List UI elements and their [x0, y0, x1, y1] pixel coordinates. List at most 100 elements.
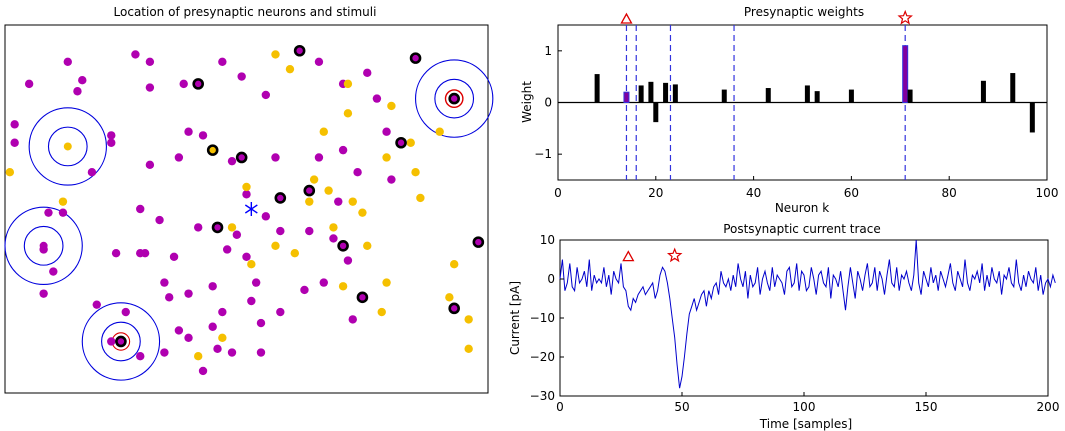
scatter-title: Location of presynaptic neurons and stim…: [114, 5, 377, 19]
star-marker: [666, 247, 683, 263]
stimulus-ring: [81, 302, 161, 381]
magenta-neuron-point: [256, 348, 266, 357]
magenta-neuron-point: [160, 348, 169, 357]
scatter-marks: [4, 44, 494, 381]
x-tick-label: 100: [1036, 186, 1059, 200]
gold-neuron-point: [194, 352, 203, 361]
y-tick-label: 0: [544, 96, 552, 110]
x-tick-label: 0: [556, 400, 564, 414]
magenta-neuron-point: [184, 127, 193, 136]
magenta-neuron-point: [10, 120, 19, 129]
current-trace-panel: Postsynaptic current trace 0 50 100 150 2001…: [508, 222, 1059, 431]
gold-neuron-point: [319, 127, 328, 136]
stimulus-ring: [23, 225, 64, 266]
weight-bar: [663, 82, 669, 103]
magenta-neuron-point: [73, 87, 82, 96]
magenta-neuron-point: [111, 248, 121, 258]
weights-bar-panel: Presynaptic weights 0 20 40 60 80 100 1 0 −1 Neu…: [520, 5, 1058, 215]
magenta-neuron-point: [218, 57, 227, 66]
selected-neuron-point: [206, 144, 219, 156]
gold-neuron-point: [290, 248, 299, 258]
magenta-neuron-point: [247, 296, 256, 306]
stimulus-ring: [414, 59, 494, 138]
magenta-neuron-point: [194, 223, 203, 232]
weight-bar: [638, 85, 644, 103]
gold-neuron-point: [309, 175, 319, 184]
trace-frame: [559, 239, 1049, 397]
x-tick-label: 100: [793, 400, 816, 414]
selected-neuron-point: [235, 151, 248, 164]
magenta-neuron-point: [261, 212, 271, 221]
gold-neuron-point: [435, 127, 444, 136]
magenta-neuron-point: [136, 248, 145, 258]
magenta-neuron-point: [227, 348, 237, 357]
gold-neuron-point: [5, 168, 15, 177]
magenta-neuron-point: [242, 252, 251, 262]
magenta-neuron-point: [174, 153, 184, 162]
weight-bar: [902, 45, 909, 103]
selected-neuron-point: [293, 44, 306, 57]
weight-bar: [804, 85, 810, 103]
magenta-neuron-point: [271, 153, 280, 162]
magenta-neuron-point: [136, 352, 145, 361]
y-tick-label: −20: [530, 350, 555, 364]
magenta-neuron-point: [222, 245, 232, 254]
magenta-neuron-point: [78, 76, 87, 85]
magenta-neuron-point: [39, 245, 48, 254]
x-tick-label: 0: [554, 186, 562, 200]
y-tick-label: 10: [540, 233, 555, 247]
magenta-neuron-point: [329, 234, 338, 243]
x-tick-label: 200: [1037, 400, 1060, 414]
magenta-neuron-point: [179, 79, 188, 89]
magenta-neuron-point: [136, 204, 145, 214]
magenta-neuron-point: [145, 57, 155, 66]
magenta-neuron-point: [63, 57, 72, 66]
magenta-neuron-point: [208, 322, 217, 331]
magenta-neuron-point: [334, 197, 343, 206]
stimulus-ring: [47, 126, 88, 167]
center-asterisk-stroke: [244, 204, 258, 214]
weights-marks: 0 20 40 60 80 100 1 0 −1: [534, 9, 1059, 200]
gold-neuron-point: [449, 260, 459, 269]
gold-neuron-point: [338, 282, 348, 291]
magenta-neuron-point: [319, 278, 328, 287]
scatter-frame: [4, 24, 489, 394]
stimulus-center-point: [63, 142, 72, 151]
magenta-neuron-point: [213, 344, 222, 354]
stimulus-ring: [28, 107, 107, 186]
triangle-marker: [620, 12, 633, 24]
selected-neuron-point: [448, 92, 460, 105]
magenta-neuron-point: [261, 90, 271, 100]
magenta-neuron-point: [348, 315, 357, 324]
magenta-neuron-point: [184, 333, 193, 342]
weight-bar: [623, 91, 630, 103]
trace-xlabel: Time [samples]: [759, 417, 852, 431]
x-tick-label: 40: [746, 186, 761, 200]
weight-bar: [653, 102, 659, 123]
gold-neuron-point: [382, 278, 391, 287]
selected-neuron-point: [448, 302, 460, 315]
magenta-neuron-point: [314, 153, 324, 162]
stimulus-ring: [434, 78, 475, 119]
x-tick-label: 60: [844, 186, 859, 200]
magenta-neuron-point: [198, 131, 208, 140]
y-tick-label: 0: [547, 272, 555, 286]
y-tick-label: −1: [534, 147, 552, 161]
magenta-neuron-point: [39, 289, 48, 298]
weight-bar: [848, 89, 854, 103]
weight-bar: [721, 89, 727, 103]
selected-neuron-point: [274, 192, 287, 204]
magenta-neuron-point: [218, 307, 227, 317]
magenta-neuron-point: [145, 83, 155, 92]
selected-neuron-point: [115, 335, 127, 348]
location-scatter-panel: Location of presynaptic neurons and stim…: [4, 5, 494, 394]
magenta-neuron-point: [300, 285, 309, 295]
trace-title: Postsynaptic current trace: [723, 222, 881, 236]
selected-neuron-point: [409, 52, 422, 64]
magenta-neuron-point: [372, 94, 382, 103]
selected-neuron-point: [211, 221, 224, 234]
magenta-neuron-point: [155, 215, 164, 225]
gold-neuron-point: [227, 223, 237, 232]
